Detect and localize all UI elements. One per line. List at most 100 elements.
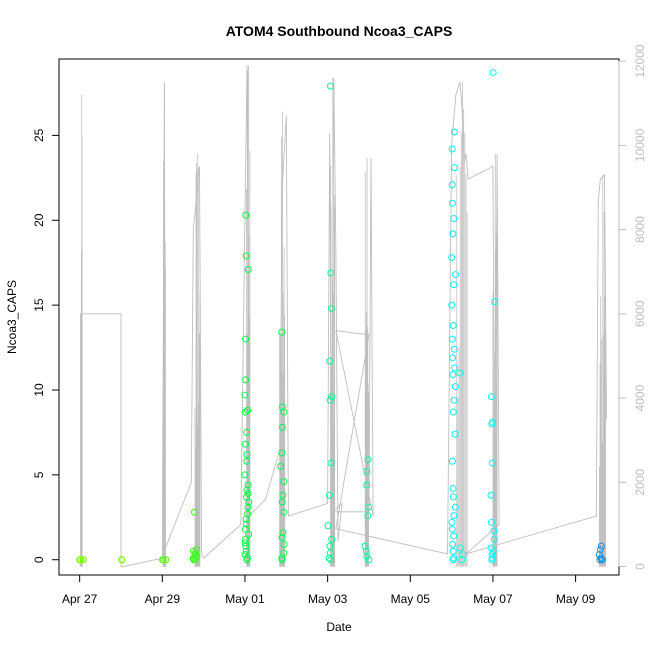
- point-11-6: [596, 556, 604, 564]
- chart-title: ATOM4 Southbound Ncoa3_CAPS: [226, 23, 453, 39]
- point-8-8: [452, 271, 460, 279]
- point-8-19: [449, 408, 457, 416]
- point-3-9: [191, 556, 199, 564]
- point-7-8: [365, 556, 373, 564]
- point-6-6: [327, 459, 335, 467]
- point-8-5: [450, 215, 458, 223]
- y-axis: 0 5 10 15 20 25: [32, 128, 60, 563]
- point-4-18: [244, 503, 252, 511]
- x-tick-label-3: May 03: [308, 592, 348, 606]
- point-5-4: [278, 449, 286, 457]
- point-5-12: [280, 540, 288, 548]
- point-11-7: [598, 556, 606, 564]
- point-8-17: [451, 383, 459, 391]
- point-10-2: [487, 393, 495, 401]
- point-8-15: [451, 364, 459, 372]
- point-7-5: [361, 542, 369, 550]
- point-6-10: [326, 542, 334, 550]
- point-4-6: [244, 406, 252, 414]
- data-points: [76, 69, 606, 564]
- point-9-0: [456, 369, 464, 377]
- y2-tick-label-6: 12000: [633, 44, 647, 78]
- point-8-18: [450, 396, 458, 404]
- point-3-8: [190, 508, 198, 516]
- point-8-2: [450, 164, 458, 172]
- point-4-5: [241, 391, 249, 399]
- point-0-5: [76, 556, 84, 564]
- point-5-1: [278, 403, 286, 411]
- point-8-4: [448, 199, 456, 207]
- secondary-line: [80, 65, 608, 568]
- point-4-27: [242, 547, 250, 555]
- point-5-6: [280, 478, 288, 486]
- point-7-0: [364, 456, 372, 464]
- point-3-11: [191, 552, 199, 560]
- point-6-4: [328, 393, 336, 401]
- y2-tick-label-1: 2000: [633, 469, 647, 496]
- point-10-6: [487, 491, 495, 499]
- point-8-21: [448, 457, 456, 465]
- y-tick-label-2: 10: [32, 383, 46, 397]
- point-10-10: [487, 544, 495, 552]
- x-tick-label-0: Apr 27: [62, 592, 98, 606]
- y2-tick-label-2: 4000: [633, 384, 647, 411]
- point-4-3: [242, 335, 250, 343]
- point-10-0: [489, 69, 497, 77]
- point-8-11: [449, 321, 457, 329]
- point-6-8: [324, 522, 332, 530]
- x-axis: Apr 27 Apr 29 May 01 May 03 May 05 May 07 May …: [62, 574, 596, 606]
- point-3-10: [190, 554, 198, 562]
- plot-frame: [58, 58, 620, 576]
- point-4-30: [243, 556, 251, 564]
- point-4-21: [242, 520, 250, 528]
- point-1-2: [118, 556, 126, 564]
- point-5-0: [278, 328, 286, 336]
- point-5-10: [279, 529, 287, 537]
- point-4-20: [242, 515, 250, 523]
- point-8-12: [448, 335, 456, 343]
- point-5-8: [278, 498, 286, 506]
- point-6-12: [325, 554, 333, 562]
- point-4-4: [242, 376, 250, 384]
- point-4-12: [241, 471, 249, 479]
- point-4-25: [241, 539, 249, 547]
- point-10-14: [488, 556, 496, 564]
- point-4-9: [241, 440, 249, 448]
- point-8-22: [449, 484, 457, 492]
- point-4-22: [241, 525, 249, 533]
- point-4-14: [243, 486, 251, 494]
- point-8-14: [449, 354, 457, 362]
- point-8-9: [450, 281, 458, 289]
- point-5-11: [278, 534, 286, 542]
- y-tick-label-4: 20: [32, 213, 46, 227]
- point-8-16: [449, 371, 457, 379]
- point-7-4: [364, 512, 372, 520]
- point-5-9: [280, 508, 288, 516]
- point-10-8: [490, 527, 498, 535]
- point-9-1: [456, 544, 464, 552]
- point-6-2: [327, 305, 335, 313]
- point-8-30: [449, 547, 457, 555]
- point-8-23: [449, 493, 457, 501]
- point-4-1: [242, 252, 250, 260]
- secondary-series-spikes: [80, 65, 606, 567]
- point-5-15: [278, 556, 286, 564]
- point-8-24: [451, 503, 459, 511]
- x-axis-label: Date: [326, 620, 352, 634]
- y2-tick-label-4: 8000: [633, 216, 647, 243]
- point-6-13: [327, 556, 335, 564]
- y2-tick-label-5: 10000: [633, 128, 647, 162]
- point-6-3: [326, 357, 334, 365]
- secondary-series-line: [80, 65, 608, 568]
- point-7-6: [362, 547, 370, 555]
- x-tick-label-6: May 09: [556, 592, 596, 606]
- point-8-6: [449, 230, 457, 238]
- point-5-5: [277, 462, 285, 470]
- point-4-11: [243, 457, 251, 465]
- point-8-29: [449, 540, 457, 548]
- x-tick-label-4: May 05: [391, 592, 431, 606]
- y2-axis: 0 2000 4000 6000 8000 10000 12000: [618, 44, 647, 570]
- point-4-17: [245, 498, 253, 506]
- point-11-0: [597, 542, 605, 550]
